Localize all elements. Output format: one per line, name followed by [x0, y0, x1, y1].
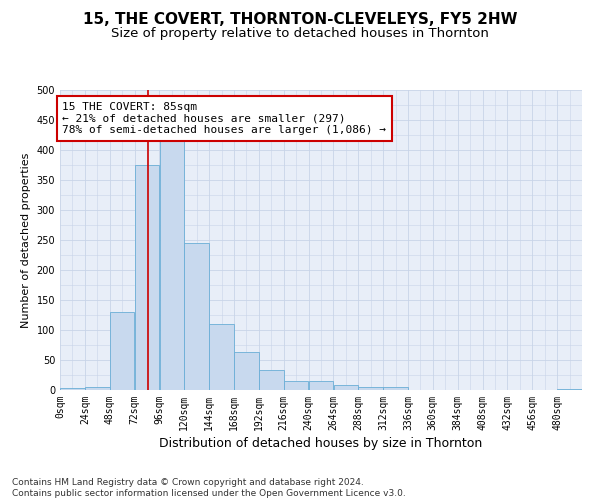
Bar	[557, 389, 582, 390]
Bar	[383, 387, 408, 390]
Text: Contains HM Land Registry data © Crown copyright and database right 2024.
Contai: Contains HM Land Registry data © Crown c…	[12, 478, 406, 498]
Bar	[358, 387, 383, 390]
Text: 15, THE COVERT, THORNTON-CLEVELEYS, FY5 2HW: 15, THE COVERT, THORNTON-CLEVELEYS, FY5 …	[83, 12, 517, 28]
Bar	[60, 388, 85, 390]
Bar	[85, 387, 110, 390]
Bar	[259, 370, 284, 390]
Bar	[110, 312, 134, 390]
X-axis label: Distribution of detached houses by size in Thornton: Distribution of detached houses by size …	[160, 437, 482, 450]
Bar	[309, 381, 333, 390]
Text: 15 THE COVERT: 85sqm
← 21% of detached houses are smaller (297)
78% of semi-deta: 15 THE COVERT: 85sqm ← 21% of detached h…	[62, 102, 386, 135]
Bar	[135, 165, 159, 390]
Bar	[160, 141, 184, 390]
Text: Size of property relative to detached houses in Thornton: Size of property relative to detached ho…	[111, 28, 489, 40]
Bar	[234, 352, 259, 390]
Y-axis label: Number of detached properties: Number of detached properties	[21, 152, 31, 328]
Bar	[209, 324, 234, 390]
Bar	[284, 381, 308, 390]
Bar	[184, 243, 209, 390]
Bar	[334, 385, 358, 390]
